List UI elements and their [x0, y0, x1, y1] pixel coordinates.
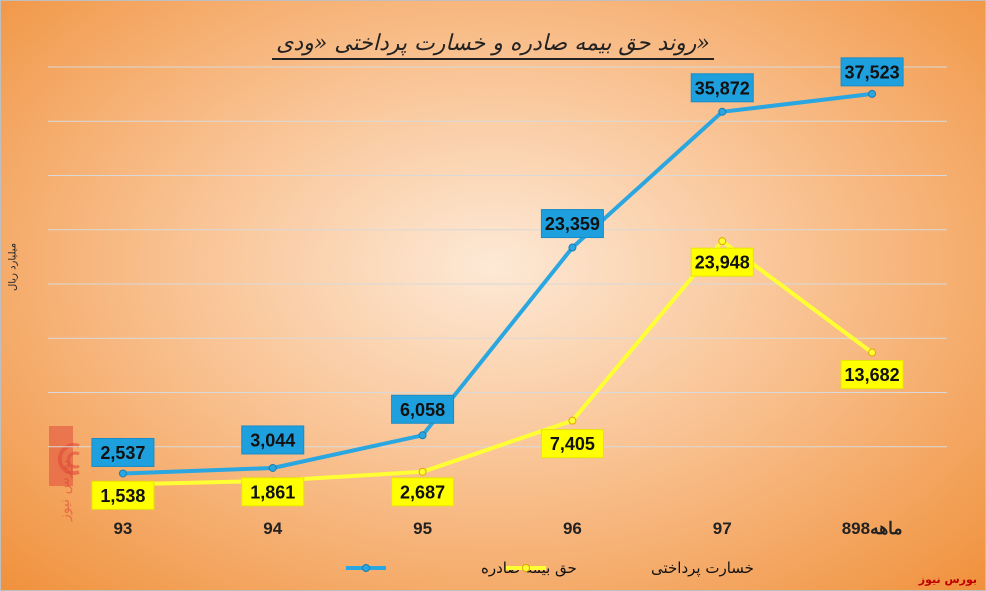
data-label-text: 2,537 [100, 443, 145, 463]
data-point [568, 416, 577, 425]
chart-title: روند حق بیمه صادره و خسارت پرداختی «ودی» [1, 31, 985, 60]
series-line [122, 91, 873, 476]
x-tick-label: 93 [113, 519, 132, 538]
data-label-text: 23,948 [695, 253, 750, 273]
data-label-box [690, 247, 754, 277]
data-point [418, 467, 427, 476]
data-label-text: 6,058 [400, 400, 445, 420]
x-tick-label: 96 [563, 519, 582, 538]
data-label-box [840, 360, 904, 390]
data-point [718, 107, 727, 116]
data-label-box [540, 209, 604, 239]
logo-mark: بورس نیوز [49, 426, 80, 522]
data-label-text: 7,405 [550, 434, 595, 454]
data-label: 3,044 [241, 425, 305, 455]
data-label: 1,861 [241, 477, 305, 507]
data-label: 2,537 [91, 437, 155, 467]
data-point [268, 463, 277, 472]
x-tick-label: 97 [713, 519, 732, 538]
data-point [568, 243, 577, 252]
legend-marker [362, 564, 370, 572]
data-label-text: 2,687 [400, 482, 445, 502]
data-label-text: 1,538 [100, 486, 145, 506]
data-label-box [391, 394, 455, 424]
data-label-box [241, 425, 305, 455]
watermark: بورس نیوز [918, 573, 977, 586]
data-label: 2,687 [391, 477, 455, 507]
data-label: 7,405 [540, 429, 604, 459]
data-label-box [91, 480, 155, 510]
data-label: 6,058 [391, 394, 455, 424]
data-point [868, 348, 877, 357]
x-tick-label: 94 [263, 519, 282, 538]
data-point [718, 237, 727, 246]
data-point [868, 89, 877, 98]
legend-item: خسارت پرداختی [506, 559, 754, 578]
x-tick-label: 95 [413, 519, 432, 538]
data-label: 1,538 [91, 480, 155, 510]
data-label-box [540, 429, 604, 459]
data-label-text: 35,872 [695, 78, 750, 98]
data-label-box [241, 477, 305, 507]
data-label-box [391, 477, 455, 507]
data-label-box [840, 57, 904, 87]
data-label-text: 1,861 [250, 482, 295, 502]
data-label: 23,948 [690, 247, 754, 277]
data-label: 35,872 [690, 73, 754, 103]
series-line [122, 239, 874, 487]
data-label-box [690, 73, 754, 103]
chart-title-text: روند حق بیمه صادره و خسارت پرداختی «ودی» [272, 31, 714, 60]
data-point [418, 431, 427, 440]
data-label: 37,523 [840, 57, 904, 87]
legend-label: خسارت پرداختی [651, 559, 754, 578]
x-tick-label: 8ماهه98 [842, 519, 903, 538]
data-label-box [91, 437, 155, 467]
data-label: 13,682 [840, 360, 904, 390]
data-label-text: 13,682 [845, 365, 900, 385]
legend-marker [522, 564, 530, 572]
data-label-text: 37,523 [845, 62, 900, 82]
data-label-text: 3,044 [250, 430, 295, 450]
logo-text: بورس نیوز [57, 459, 73, 522]
data-label-text: 23,359 [545, 214, 600, 234]
data-label: 23,359 [540, 209, 604, 239]
data-point [118, 469, 127, 478]
